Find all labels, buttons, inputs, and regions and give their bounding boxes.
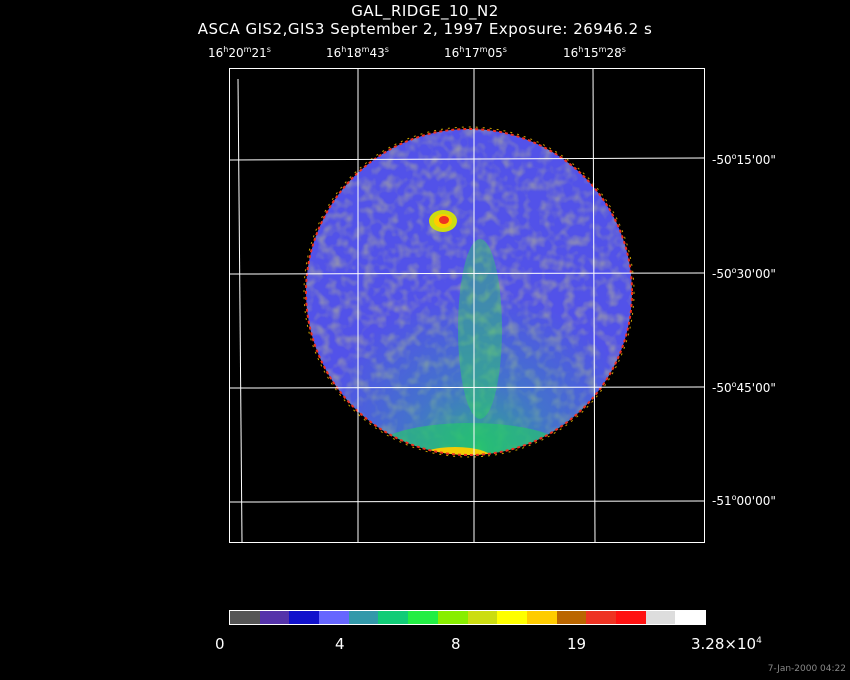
colorbar-swatch xyxy=(467,611,498,624)
dec-label-4: -51o00'00" xyxy=(712,493,776,508)
ra-label-1: 16h20m21s xyxy=(208,45,271,60)
colorbar xyxy=(229,610,706,625)
colorbar-swatch xyxy=(497,611,527,624)
image-subtitle: ASCA GIS2,GIS3 September 2, 1997 Exposur… xyxy=(197,20,653,38)
colorbar-label-19: 19 xyxy=(567,635,587,653)
timestamp: 7-Jan-2000 04:22 xyxy=(767,664,846,674)
dec-label-1: -50o15'00" xyxy=(712,152,776,167)
colorbar-swatch xyxy=(586,611,616,624)
image-title: GAL_RIDGE_10_N2 xyxy=(351,2,499,20)
colorbar-swatch xyxy=(675,611,705,624)
colorbar-swatch xyxy=(289,611,320,624)
colorbar-swatch xyxy=(348,611,379,624)
colorbar-label-4: 4 xyxy=(335,635,345,653)
colorbar-swatch xyxy=(230,611,260,624)
colorbar-swatch xyxy=(556,611,587,624)
colorbar-swatch xyxy=(259,611,290,624)
colorbar-swatch xyxy=(526,611,557,624)
colorbar-label-max: 3.28×104 xyxy=(691,635,762,653)
xray-image xyxy=(229,68,705,543)
colorbar-swatch xyxy=(408,611,438,624)
colorbar-swatch xyxy=(437,611,468,624)
ra-label-2: 16h18m43s xyxy=(326,45,389,60)
colorbar-label-0: 0 xyxy=(215,635,225,653)
ra-label-4: 16h15m28s xyxy=(563,45,626,60)
colorbar-swatch xyxy=(378,611,409,624)
image-frame xyxy=(229,68,705,543)
colorbar-swatch xyxy=(319,611,349,624)
dec-label-3: -50o45'00" xyxy=(712,380,776,395)
colorbar-swatch xyxy=(615,611,646,624)
colorbar-swatch xyxy=(645,611,676,624)
colorbar-label-8: 8 xyxy=(451,635,461,653)
ra-label-3: 16h17m05s xyxy=(444,45,507,60)
dec-label-2: -50o30'00" xyxy=(712,266,776,281)
